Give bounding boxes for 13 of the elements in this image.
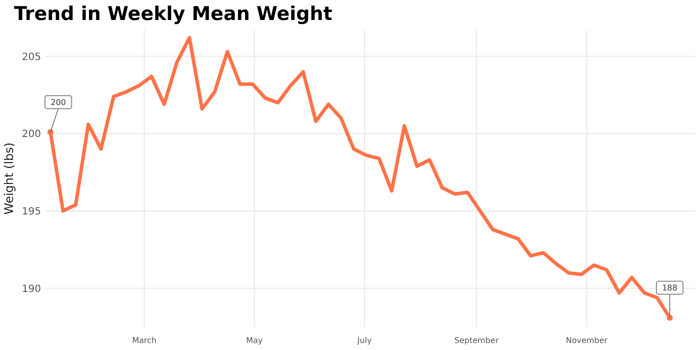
- annotation: 188: [662, 284, 678, 293]
- y-tick-label: 190: [22, 284, 41, 295]
- x-tick-label: September: [454, 336, 500, 345]
- y-tick-label: 205: [22, 52, 41, 63]
- annotation: 200: [50, 98, 66, 107]
- x-tick-label: November: [566, 336, 608, 345]
- x-tick-label: March: [132, 336, 156, 345]
- chart-title: Trend in Weekly Mean Weight: [14, 3, 332, 25]
- y-tick-label: 195: [22, 206, 41, 218]
- x-tick-label: May: [246, 336, 263, 345]
- x-tick-label: July: [356, 336, 372, 345]
- y-tick-label: 200: [22, 129, 41, 140]
- y-axis-title: Weight (lbs): [2, 142, 16, 215]
